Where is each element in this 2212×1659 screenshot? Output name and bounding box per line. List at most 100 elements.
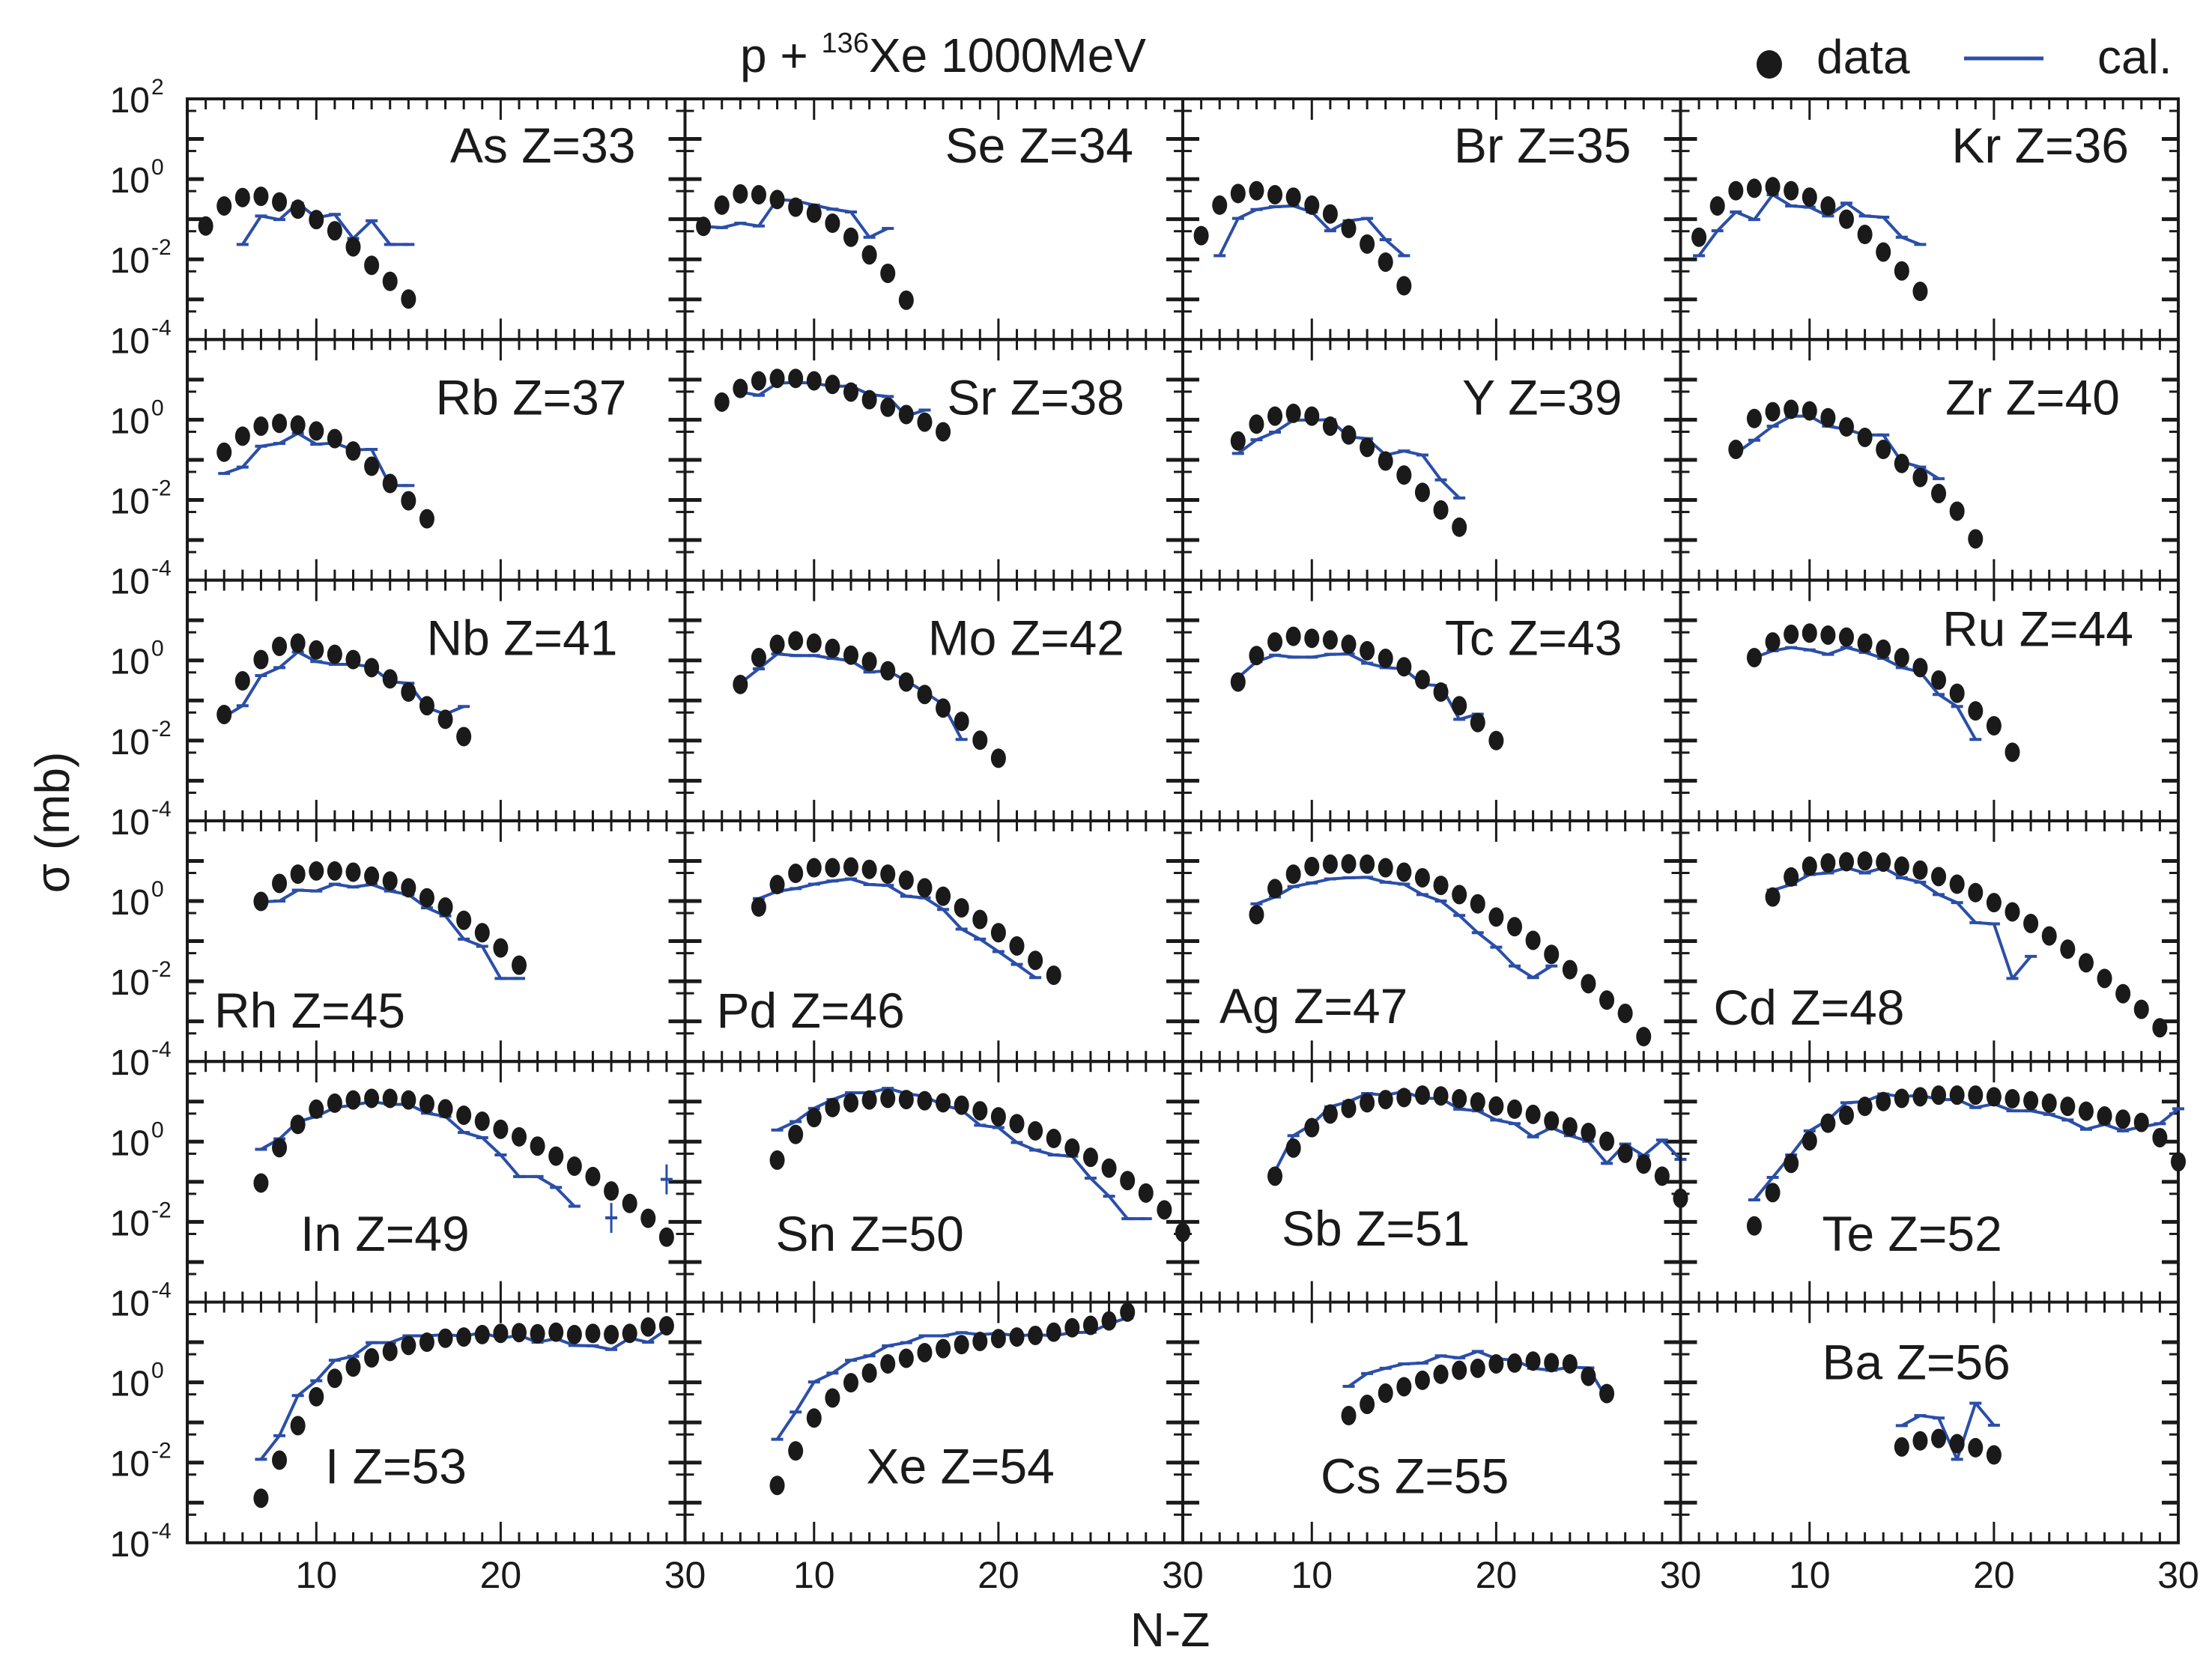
- data-point: [972, 730, 988, 750]
- data-point: [769, 634, 785, 655]
- data-point: [1876, 852, 1891, 873]
- data-point: [1544, 1111, 1560, 1131]
- data-point: [1507, 1099, 1522, 1119]
- y-tick-base: 10: [110, 963, 150, 1003]
- data-point: [1433, 500, 1449, 520]
- y-tick-exponent: -2: [151, 476, 172, 501]
- data-point: [1414, 670, 1430, 690]
- data-point: [364, 456, 380, 476]
- data-point: [1414, 1085, 1430, 1106]
- data-point: [751, 897, 766, 918]
- data-point: [1599, 1383, 1615, 1404]
- data-point: [604, 1324, 619, 1344]
- data-point: [1857, 633, 1873, 653]
- data-point: [327, 1368, 342, 1389]
- panel-ticks: [1680, 99, 2178, 340]
- panel-ticks: [685, 1302, 1183, 1543]
- data-point: [309, 1099, 324, 1119]
- data-point: [1452, 885, 1467, 905]
- data-point: [1765, 1183, 1781, 1203]
- data-point: [806, 1408, 822, 1428]
- x-tick-label: 20: [1476, 1554, 1518, 1596]
- data-point: [1931, 1428, 1947, 1449]
- data-point: [272, 1450, 288, 1470]
- data-point: [1396, 465, 1412, 485]
- data-point: [290, 864, 306, 885]
- data-point: [1857, 427, 1873, 447]
- data-point: [1433, 876, 1449, 896]
- data-point: [2078, 1101, 2094, 1121]
- panel-label: Kr Z=36: [1951, 118, 2129, 173]
- data-point: [345, 1090, 361, 1110]
- y-tick-label: 10: [110, 1365, 150, 1404]
- data-point: [1193, 225, 1209, 246]
- y-tick-label: 10: [110, 883, 150, 923]
- data-point: [1341, 854, 1357, 874]
- data-point: [1876, 639, 1891, 659]
- data-point: [769, 1475, 785, 1496]
- data-point: [1784, 867, 1799, 887]
- panel-ticks: [187, 99, 685, 340]
- panel-cd: Cd Z=48: [1679, 819, 2180, 1064]
- data-point: [1581, 974, 1596, 994]
- panel-sb: Sb Z=51: [1181, 1060, 1688, 1304]
- data-point: [861, 859, 877, 879]
- data-point: [1636, 1154, 1652, 1174]
- y-tick-label: 10: [110, 1043, 150, 1083]
- data-point: [1396, 657, 1412, 677]
- data-point: [788, 369, 804, 389]
- panel-label: Cd Z=48: [1714, 980, 1905, 1035]
- data-point: [972, 1101, 988, 1121]
- data-point: [1525, 930, 1541, 950]
- data-point: [1820, 195, 1836, 216]
- data-point: [1304, 1117, 1320, 1138]
- data-point: [2005, 902, 2020, 922]
- data-point: [234, 671, 250, 691]
- panel-label: Ru Z=44: [1942, 601, 2133, 657]
- data-point: [2115, 1109, 2131, 1129]
- panel-cs: Cs Z=55: [1181, 1300, 1682, 1544]
- data-point: [1839, 852, 1854, 872]
- y-tick-base: 10: [110, 1043, 150, 1083]
- data-point: [512, 955, 527, 975]
- data-point: [327, 1093, 342, 1113]
- y-tick-base: 10: [110, 81, 150, 121]
- panel-pd: Pd Z=46: [683, 819, 1184, 1064]
- data-point: [309, 421, 324, 441]
- data-point: [1931, 867, 1947, 887]
- data-point: [198, 216, 213, 236]
- y-tick-base: 10: [110, 562, 150, 602]
- data-point: [1470, 1092, 1485, 1112]
- data-point: [1894, 647, 1909, 667]
- y-tick-exponent: -4: [151, 797, 172, 822]
- data-point: [1082, 1147, 1098, 1168]
- data-point: [1784, 1153, 1799, 1174]
- data-point: [272, 413, 288, 434]
- data-point: [1709, 195, 1725, 216]
- data-point: [1912, 1431, 1928, 1451]
- data-point: [1341, 1098, 1357, 1118]
- data-point: [1396, 862, 1412, 882]
- data-point: [382, 1088, 398, 1108]
- data-point: [1414, 867, 1430, 888]
- data-point: [640, 1317, 656, 1337]
- data-point: [1267, 1166, 1283, 1186]
- data-point: [880, 263, 896, 283]
- y-tick-label: 10: [110, 161, 150, 201]
- data-point: [437, 897, 453, 918]
- data-point: [1746, 408, 1762, 428]
- data-point: [622, 1323, 637, 1344]
- data-point: [474, 1111, 490, 1131]
- data-point: [1839, 1105, 1854, 1125]
- data-point: [806, 858, 822, 878]
- data-point: [880, 1088, 896, 1108]
- x-tick-label: 20: [1973, 1554, 2015, 1596]
- y-axis-label: σ (mb): [25, 752, 79, 894]
- data-point: [751, 184, 766, 204]
- data-point: [1986, 1087, 2002, 1107]
- data-point: [309, 210, 324, 230]
- legend-data-label: data: [1816, 30, 1910, 84]
- data-point: [990, 1107, 1006, 1127]
- data-point: [1249, 414, 1264, 434]
